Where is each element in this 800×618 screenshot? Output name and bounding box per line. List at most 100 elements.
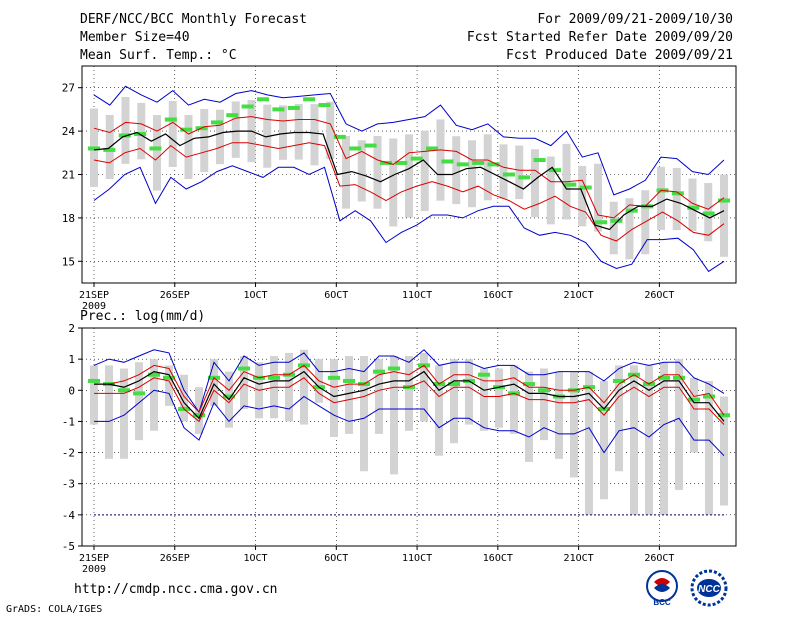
temp-box-32 bbox=[594, 163, 602, 232]
temp-lower-spread-line bbox=[93, 142, 725, 242]
temp-box-31 bbox=[578, 166, 587, 227]
temp-observed-mark-10 bbox=[241, 104, 254, 109]
prec-box-26 bbox=[480, 368, 488, 431]
temp-box-2 bbox=[121, 96, 130, 164]
temp-y-tick-label: 24 bbox=[62, 125, 76, 138]
prec-box-32 bbox=[570, 371, 578, 478]
temp-box-26 bbox=[499, 144, 508, 199]
prec-y-tick-label: 2 bbox=[68, 322, 75, 335]
temp-observed-mark-22 bbox=[426, 146, 439, 151]
temp-box-20 bbox=[405, 134, 413, 218]
bcc-logo-text: BCC bbox=[653, 598, 671, 607]
temp-upper-spread-line bbox=[93, 116, 725, 219]
prec-observed-mark-17 bbox=[343, 378, 355, 383]
temp-observed-mark-41 bbox=[718, 198, 730, 203]
prec-box-14 bbox=[300, 349, 308, 425]
source-url[interactable]: http://cmdp.ncc.cma.gov.cn bbox=[74, 582, 278, 597]
ncc-logo-text: NCC bbox=[698, 584, 720, 595]
temp-observed-mark-23 bbox=[441, 159, 454, 164]
prec-box-4 bbox=[150, 359, 158, 431]
temp-observed-mark-13 bbox=[287, 105, 300, 110]
temp-x-tick-label: 26SEP bbox=[160, 290, 190, 301]
prec-box-25 bbox=[465, 359, 473, 425]
temp-observed-mark-30 bbox=[548, 168, 561, 173]
prec-box-34 bbox=[600, 380, 608, 500]
temp-observed-mark-0 bbox=[88, 146, 100, 151]
variable-label: Mean Surf. Temp.: °C bbox=[80, 48, 237, 63]
temp-box-12 bbox=[279, 105, 287, 160]
temp-ensemble-max-line bbox=[93, 165, 725, 273]
temp-observed-mark-2 bbox=[118, 133, 131, 138]
temp-observed-mark-24 bbox=[456, 162, 469, 167]
prec-x-tick-label: 21OCT bbox=[564, 553, 594, 564]
temp-observed-mark-40 bbox=[702, 211, 715, 216]
prec-observed-mark-3 bbox=[133, 391, 145, 396]
temp-x-tick-label: 1OCT bbox=[243, 290, 267, 301]
prec-box-42 bbox=[720, 396, 728, 506]
temp-box-15 bbox=[326, 101, 335, 160]
bcc-logo-swirl-red bbox=[654, 578, 670, 586]
prec-x-tick-label: 11OCT bbox=[402, 553, 432, 564]
prec-observed-mark-4 bbox=[148, 372, 160, 377]
temp-box-14 bbox=[310, 104, 319, 166]
prec-box-21 bbox=[405, 356, 413, 431]
temp-box-9 bbox=[231, 101, 240, 158]
temp-observed-mark-5 bbox=[164, 117, 177, 122]
temp-observed-mark-33 bbox=[595, 220, 608, 225]
prec-y-tick-label: 1 bbox=[68, 353, 75, 366]
prec-y-tick-label: -1 bbox=[62, 415, 75, 428]
forecast-period: For 2009/09/21-2009/10/30 bbox=[537, 12, 733, 27]
prec-y-tick-label: -3 bbox=[62, 478, 75, 491]
prec-box-19 bbox=[375, 359, 383, 434]
temp-box-7 bbox=[200, 108, 209, 173]
prec-x-tick-label: 6OCT bbox=[324, 553, 348, 564]
prec-observed-mark-30 bbox=[538, 388, 550, 393]
prec-observed-mark-10 bbox=[238, 366, 250, 371]
temp-box-5 bbox=[168, 101, 177, 167]
prec-observed-mark-39 bbox=[673, 375, 685, 380]
temp-x-tick-label: 16OCT bbox=[483, 290, 513, 301]
temp-observed-mark-29 bbox=[533, 158, 546, 163]
prec-observed-mark-2 bbox=[118, 388, 130, 393]
temp-observed-mark-31 bbox=[564, 182, 577, 187]
prec-observed-mark-35 bbox=[613, 378, 625, 383]
prec-y-tick-label: -2 bbox=[62, 447, 75, 460]
forecast-produced-date: Fcst Produced Date 2009/09/21 bbox=[506, 48, 733, 63]
prec-box-24 bbox=[450, 359, 458, 444]
temp-box-27 bbox=[515, 145, 524, 200]
temperature-panel: 21SEP 26SEP 1OCT 6OCT 11OCT 16OCT 21OCT 26OCT 20… bbox=[62, 65, 737, 312]
prec-x-tick-label: 16OCT bbox=[483, 553, 513, 564]
prec-y-tick-label: 0 bbox=[68, 384, 75, 397]
temp-observed-mark-14 bbox=[303, 97, 316, 102]
forecast-start-date: Fcst Started Refer Date 2009/09/20 bbox=[466, 30, 733, 45]
prec-box-38 bbox=[660, 362, 668, 515]
prec-box-28 bbox=[510, 365, 518, 434]
prec-observed-mark-12 bbox=[268, 375, 280, 380]
prec-upper-spread-line bbox=[94, 364, 725, 416]
prec-box-29 bbox=[525, 371, 533, 462]
temp-box-34 bbox=[625, 198, 634, 260]
prec-observed-mark-20 bbox=[388, 366, 400, 371]
temp-box-33 bbox=[609, 201, 618, 255]
prec-x-tick-label: 26OCT bbox=[644, 553, 674, 564]
temp-y-tick-label: 27 bbox=[62, 82, 75, 95]
grads-credit: GrADS: COLA/IGES bbox=[6, 604, 103, 615]
prec-observed-mark-5 bbox=[163, 375, 175, 380]
prec-observed-mark-38 bbox=[658, 375, 670, 380]
temp-observed-mark-12 bbox=[272, 107, 285, 112]
temp-observed-mark-8 bbox=[210, 120, 223, 125]
temp-box-8 bbox=[216, 109, 224, 165]
temp-observed-mark-20 bbox=[395, 160, 408, 165]
temp-x-tick-label: 6OCT bbox=[324, 290, 348, 301]
prec-observed-mark-0 bbox=[88, 378, 100, 383]
temp-observed-mark-18 bbox=[364, 143, 377, 148]
temp-observed-mark-34 bbox=[610, 218, 623, 223]
temp-observed-mark-4 bbox=[149, 146, 162, 151]
temp-ensemble-min-line bbox=[93, 85, 725, 196]
temp-box-28 bbox=[531, 149, 539, 218]
prec-lower-spread-line bbox=[94, 377, 725, 425]
prec-box-36 bbox=[630, 365, 638, 515]
temp-x-tick-label: 26OCT bbox=[644, 290, 674, 301]
temp-box-4 bbox=[153, 115, 161, 191]
